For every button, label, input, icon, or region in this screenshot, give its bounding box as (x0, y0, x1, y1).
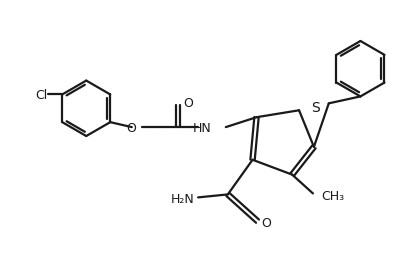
Text: O: O (262, 217, 271, 230)
Text: CH₃: CH₃ (321, 190, 344, 203)
Text: S: S (311, 101, 320, 115)
Text: H₂N: H₂N (171, 193, 194, 206)
Text: O: O (126, 122, 136, 134)
Text: HN: HN (193, 122, 212, 134)
Text: Cl: Cl (35, 89, 47, 102)
Text: O: O (183, 97, 193, 110)
